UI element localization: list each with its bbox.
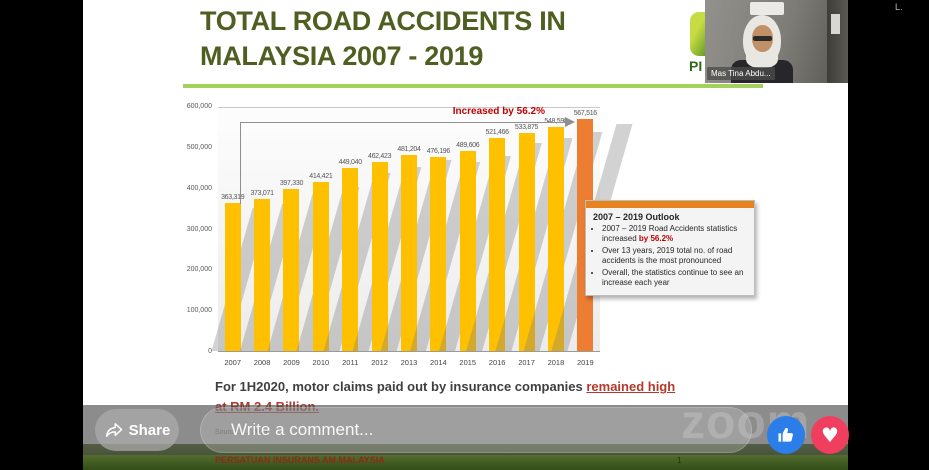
speaker-webcam-tile[interactable]: Mas Tina Abdu... [705,0,848,83]
bar-2014 [430,156,447,351]
x-axis-label: 2013 [400,358,418,367]
comment-placeholder: Write a comment... [231,420,374,439]
x-axis-label: 2019 [576,358,594,367]
bar-2018 [547,127,564,351]
bar-2016 [489,138,506,351]
claims-statement-normal: For 1H2020, motor claims paid out by ins… [215,379,587,394]
claims-statement-highlight-1: remained high [586,379,676,394]
chart-y-axis: 600,000 500,000 400,000 300,000 200,000 100,0… [168,103,212,355]
footer-page-number: 1 [677,456,682,465]
y-axis-tick: 300,000 [186,225,212,233]
webcam-background-door [827,0,848,83]
x-axis-label: 2016 [488,358,506,367]
outlook-bullet-2: Over 13 years, 2019 total no. of road ac… [602,246,747,267]
footer-organization: PERSATUAN INSURANS AM MALAYSIA [215,455,385,465]
bar-value-label: 548,598 [534,118,578,125]
outlook-accent-bar [586,201,754,208]
share-button-label: Share [128,421,171,439]
speaker-glasses [753,36,772,41]
speaker-hijab-drape [746,46,778,68]
bar-2017 [518,133,535,351]
bar-value-label: 567,516 [573,110,598,118]
bar-value-label: 521,466 [485,129,510,137]
thumbs-up-icon [778,427,793,442]
love-reaction-button[interactable]: ♥ [811,416,849,454]
outlook-bullet-1-text: 2007 – 2019 Road Accidents statistics in… [602,224,738,244]
bar-value-label: 449,040 [338,158,363,166]
webcam-background-ac-unit [750,2,784,15]
like-reaction-button[interactable] [767,416,805,454]
x-axis-label: 2009 [283,358,300,367]
corner-ui-label: L. [895,2,903,12]
bar-2015 [459,151,476,351]
y-axis-tick: 100,000 [186,307,212,315]
slide-title: TOTAL ROAD ACCIDENTS IN MALAYSIA 2007 - … [200,6,566,72]
annotation-arrow-line [240,122,565,123]
outlook-bullet-1: 2007 – 2019 Road Accidents statistics in… [602,224,747,245]
share-button[interactable]: Share [95,409,179,451]
x-axis-label: 2017 [518,358,535,367]
share-arrow-icon [105,423,122,437]
piam-logo-icon [690,12,708,56]
comment-input[interactable]: Write a comment... [200,407,752,453]
x-axis-label: 2018 [547,358,565,367]
bar-2007 [224,202,241,351]
y-axis-tick: 500,000 [186,143,212,151]
bar-2013 [401,154,417,351]
y-axis-tick: 400,000 [186,184,212,192]
bar-2011 [342,167,359,351]
bar-value-label: 373,071 [250,189,274,197]
y-axis-tick: 0 [208,348,212,355]
bar-value-label: 397,330 [279,179,304,187]
outlook-bullet-list: 2007 – 2019 Road Accidents statistics in… [586,224,754,288]
annotation-arrow-head-icon [565,117,575,127]
outlook-callout: 2007 – 2019 Outlook 2007 – 2019 Road Acc… [585,200,755,297]
x-axis-label: 2008 [253,358,271,367]
y-axis-tick: 200,000 [186,266,212,274]
bar-chart-plot: 363,319 2007 373,071 2008 397,330 2009 414,421… [211,107,633,367]
x-axis-label: 2015 [459,358,477,367]
bar-2012 [371,162,388,351]
y-axis-tick: 600,000 [186,103,212,110]
x-axis-label: 2007 [224,358,242,367]
outlook-title: 2007 – 2019 Outlook [593,212,680,222]
bar-value-label: 414,421 [309,172,333,180]
heart-icon: ♥ [821,423,839,447]
annotation-arrow-vertical [240,122,241,204]
bar-value-label: 462,423 [368,153,392,161]
bar-value-label: 476,196 [426,147,451,155]
bar-value-label: 481,204 [397,145,421,153]
live-player-bar: zoom Share Write a comment... ♥ [83,396,849,455]
piam-logo-text: PI [689,58,703,74]
title-underline [183,84,763,88]
x-axis-label: 2014 [430,358,447,367]
bar-2009 [283,188,300,351]
bar-2008 [254,198,271,351]
outlook-bullet-1-highlight: by 56.2% [638,234,674,244]
bar-value-label: 533,875 [514,124,539,131]
webcam-background-door-window [831,14,840,34]
outlook-bullet-3: Overall, the statistics continue to see … [602,268,747,289]
bar-2010 [312,181,329,351]
bar-value-label: 489,606 [456,142,480,150]
x-axis-label: 2010 [312,358,330,367]
x-axis-label: 2012 [371,358,388,367]
bar-value-label: 363,319 [221,193,245,201]
x-axis-label: 2011 [342,358,359,367]
chart-annotation: Increased by 56.2% [452,106,545,117]
participant-name-label: Mas Tina Abdu... [707,67,775,80]
